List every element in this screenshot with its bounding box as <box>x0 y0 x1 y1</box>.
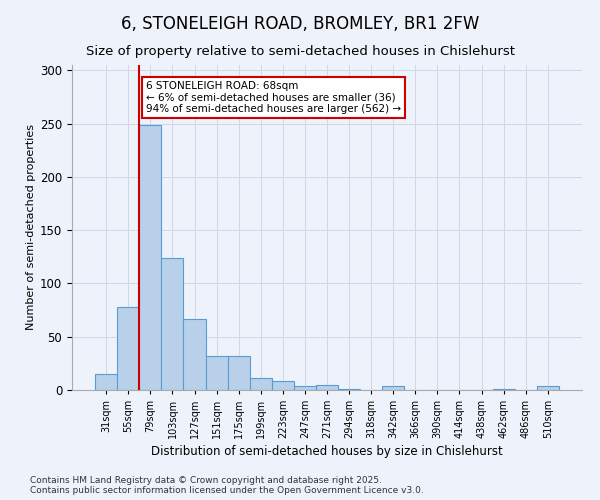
Text: Size of property relative to semi-detached houses in Chislehurst: Size of property relative to semi-detach… <box>86 45 515 58</box>
Text: 6 STONELEIGH ROAD: 68sqm
← 6% of semi-detached houses are smaller (36)
94% of se: 6 STONELEIGH ROAD: 68sqm ← 6% of semi-de… <box>146 81 401 114</box>
Bar <box>117 307 139 390</box>
Text: Contains HM Land Registry data © Crown copyright and database right 2025.
Contai: Contains HM Land Registry data © Crown c… <box>30 476 424 495</box>
Bar <box>227 356 250 390</box>
Bar <box>139 124 161 390</box>
Bar <box>537 386 559 390</box>
Bar <box>206 356 227 390</box>
Y-axis label: Number of semi-detached properties: Number of semi-detached properties <box>26 124 36 330</box>
Text: 6, STONELEIGH ROAD, BROMLEY, BR1 2FW: 6, STONELEIGH ROAD, BROMLEY, BR1 2FW <box>121 15 479 33</box>
Bar <box>316 384 338 390</box>
Bar <box>161 258 184 390</box>
Bar <box>338 389 360 390</box>
Bar <box>272 382 294 390</box>
Bar <box>184 318 206 390</box>
Bar <box>95 374 117 390</box>
Bar <box>294 386 316 390</box>
X-axis label: Distribution of semi-detached houses by size in Chislehurst: Distribution of semi-detached houses by … <box>151 446 503 458</box>
Bar <box>382 386 404 390</box>
Bar <box>250 378 272 390</box>
Bar <box>493 389 515 390</box>
